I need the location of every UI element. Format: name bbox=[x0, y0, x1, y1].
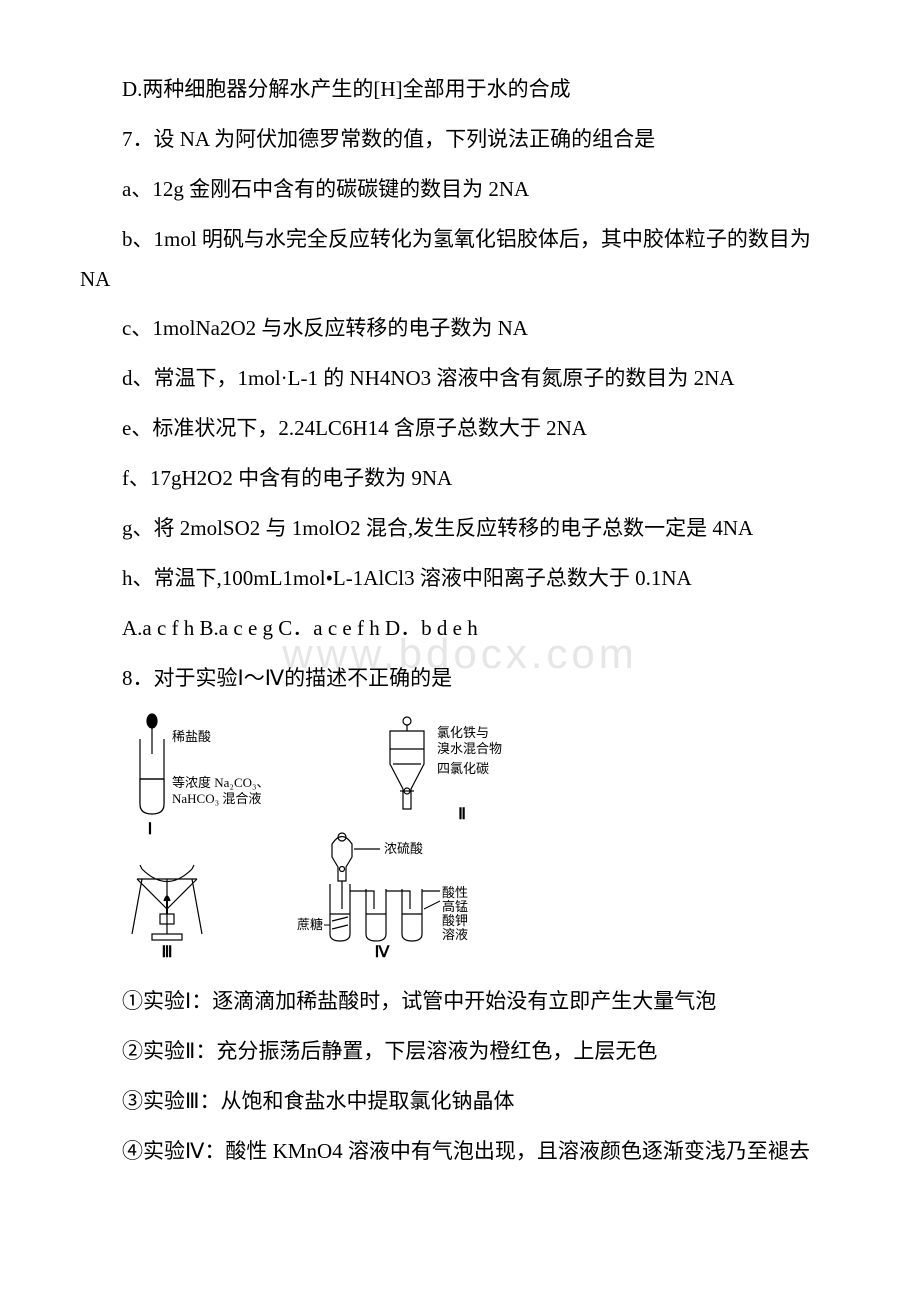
svg-text:四氯化碳: 四氯化碳 bbox=[437, 761, 489, 776]
q7-b: b、1mol 明矾与水完全反应转化为氢氧化铝胶体后，其中胶体粒子的数目为 NA bbox=[80, 220, 840, 300]
svg-text:Ⅱ: Ⅱ bbox=[458, 806, 466, 823]
svg-text:酸钾: 酸钾 bbox=[442, 913, 468, 928]
q7-stem: 7．设 NA 为阿伏加德罗常数的值，下列说法正确的组合是 bbox=[80, 120, 840, 160]
q7-h: h、常温下,100mL1mol•L-1AlCl3 溶液中阳离子总数大于 0.1N… bbox=[80, 559, 840, 599]
svg-text:溴水混合物: 溴水混合物 bbox=[437, 741, 502, 756]
svg-text:Ⅳ: Ⅳ bbox=[375, 944, 391, 959]
svg-text:溶液: 溶液 bbox=[442, 927, 468, 942]
svg-text:氯化铁与: 氯化铁与 bbox=[437, 725, 489, 740]
q8-s2: ②实验Ⅱ：充分振荡后静置，下层溶液为橙红色，上层无色 bbox=[80, 1032, 840, 1072]
q8-s3: ③实验Ⅲ：从饱和食盐水中提取氯化钠晶体 bbox=[80, 1082, 840, 1122]
q8-stem: 8．对于实验Ⅰ～Ⅳ的描述不正确的是 bbox=[80, 659, 840, 699]
q7-d: d、常温下，1mol·L-1 的 NH4NO3 溶液中含有氮原子的数目为 2NA bbox=[80, 359, 840, 399]
q7-c: c、1molNa2O2 与水反应转移的电子数为 NA bbox=[80, 309, 840, 349]
svg-text:浓硫酸: 浓硫酸 bbox=[384, 841, 423, 856]
svg-text:NaHCO₃ 混合液: NaHCO₃ 混合液 bbox=[172, 791, 261, 806]
svg-text:等浓度 Na₂CO₃、: 等浓度 Na₂CO₃、 bbox=[172, 775, 270, 790]
svg-text:蔗糖: 蔗糖 bbox=[297, 917, 323, 932]
q7-f: f、17gH2O2 中含有的电子数为 9NA bbox=[80, 459, 840, 499]
q7-e: e、标准状况下，2.24LC6H14 含原子总数大于 2NA bbox=[80, 409, 840, 449]
svg-text:稀盐酸: 稀盐酸 bbox=[172, 729, 211, 744]
svg-text:Ⅲ: Ⅲ bbox=[161, 944, 172, 959]
q8-s4: ④实验Ⅳ：酸性 KMnO4 溶液中有气泡出现，且溶液颜色逐渐变浅乃至褪去 bbox=[80, 1132, 840, 1172]
q7-g: g、将 2molSO2 与 1molO2 混合,发生反应转移的电子总数一定是 4… bbox=[80, 509, 840, 549]
q6-option-d: D.两种细胞器分解水产生的[H]全部用于水的合成 bbox=[80, 70, 840, 110]
q8-s1: ①实验Ⅰ：逐滴滴加稀盐酸时，试管中开始没有立即产生大量气泡 bbox=[80, 982, 840, 1022]
q7-choices: A.a c f h B.a c e g C．a c e f h D．b d e … bbox=[80, 609, 840, 649]
q8-diagram: 稀盐酸 等浓度 Na₂CO₃、 NaHCO₃ 混合液 Ⅰ 氯化铁与 溴水混合物 … bbox=[122, 709, 840, 973]
svg-text:高锰: 高锰 bbox=[442, 899, 468, 914]
svg-text:酸性: 酸性 bbox=[442, 885, 468, 900]
q7-a: a、12g 金刚石中含有的碳碳键的数目为 2NA bbox=[80, 170, 840, 210]
svg-text:Ⅰ: Ⅰ bbox=[148, 821, 153, 838]
